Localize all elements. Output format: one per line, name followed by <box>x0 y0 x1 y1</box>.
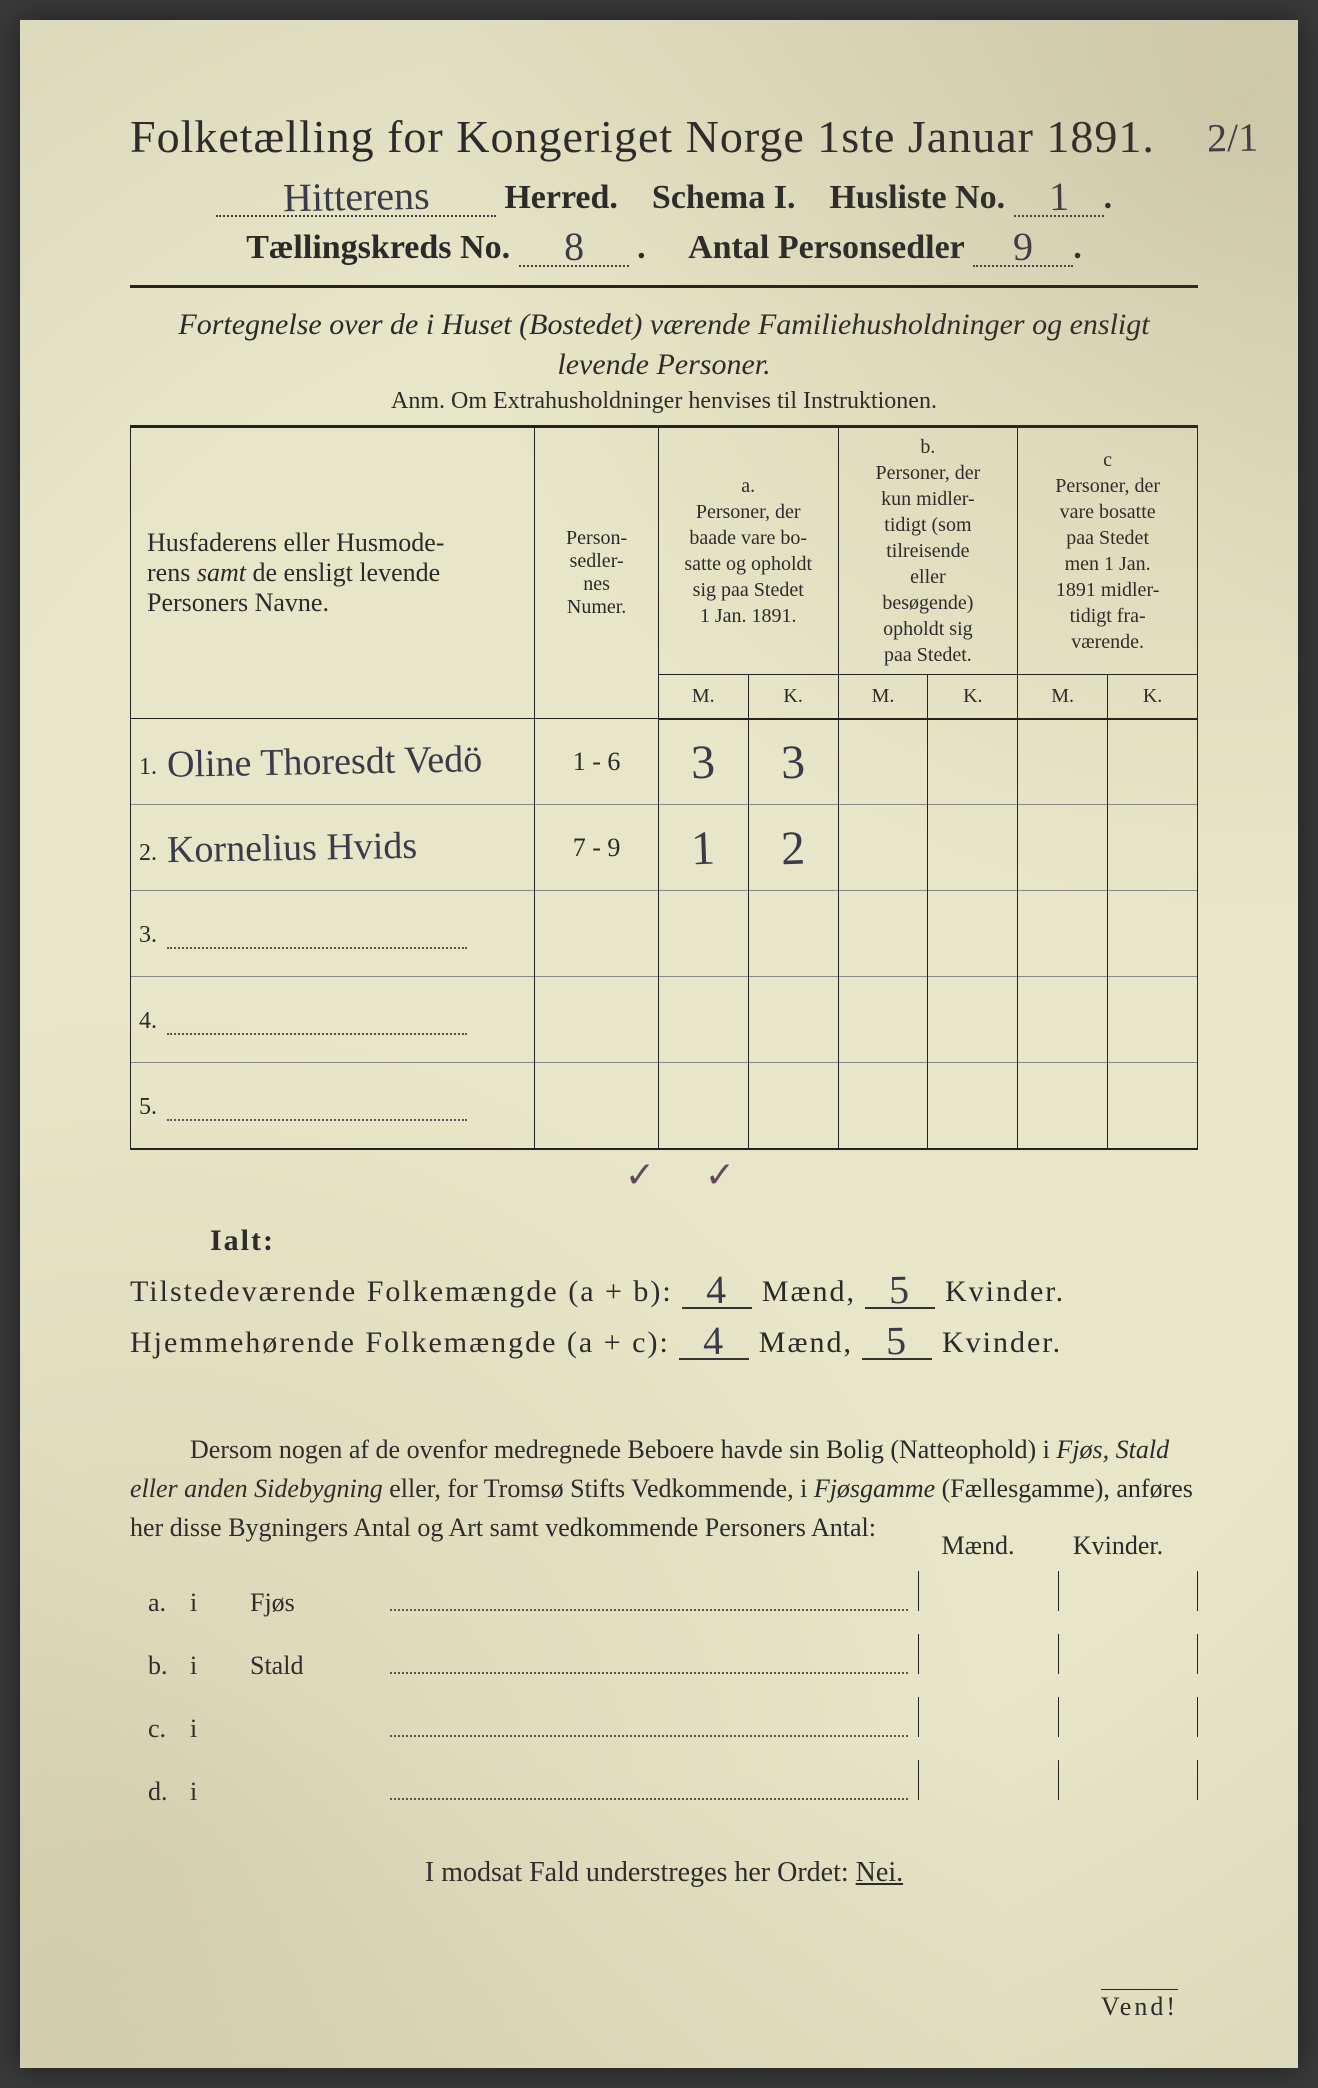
r2-k: 5 <box>886 1324 909 1356</box>
tick-k: ✓ <box>680 1154 760 1196</box>
hjemme-label: Hjemmehørende Folkemængde (a + c): <box>130 1326 670 1360</box>
tick-m: ✓ <box>600 1154 680 1196</box>
col-a-k: K. <box>748 675 838 719</box>
table-row: 1.Oline Thoresdt Vedö1 - 633 <box>131 719 1198 805</box>
col-a-header: a. Personer, derbaade vare bo-satte og o… <box>658 427 838 675</box>
r2-m: 4 <box>703 1324 726 1356</box>
table-row: 3. <box>131 891 1198 977</box>
kreds-value: 8 <box>563 231 584 263</box>
paragraph: Dersom nogen af de ovenfor medregnede Be… <box>130 1430 1198 1547</box>
kvinder-label-1: Kvinder. <box>945 1275 1065 1308</box>
header-line-3: Tællingskreds No. 8 . Antal Personsedler… <box>130 227 1198 267</box>
table-row: 2.Kornelius Hvids7 - 912 <box>131 805 1198 891</box>
col-c-k: K. <box>1108 675 1198 719</box>
census-form-page: 2/1 Folketælling for Kongeriget Norge 1s… <box>20 20 1298 2068</box>
building-row: c. i <box>130 1697 1198 1744</box>
schema-label: Schema I. <box>652 179 796 216</box>
main-table: Husfaderens eller Husmode-rens samt de e… <box>130 425 1198 1150</box>
subtitle-1: Fortegnelse over de i Huset (Bostedet) v… <box>130 308 1198 342</box>
col-numer-header: Person-sedler-nesNumer. <box>535 427 659 719</box>
antal-value: 9 <box>1013 231 1034 263</box>
buildings-block: Mænd.Kvinder. a. i Fjøs b. i Stald c. i … <box>130 1571 1198 1807</box>
col-b-header: b. Personer, derkun midler-tidigt (somti… <box>838 427 1018 675</box>
subtitle-2: levende Personer. <box>130 348 1198 382</box>
building-row: b. i Stald <box>130 1634 1198 1681</box>
herred-label: Herred. <box>504 179 618 216</box>
herred-value: Hitterens <box>282 180 429 215</box>
husliste-value: 1 <box>1048 181 1069 213</box>
kreds-label: Tællingskreds No. <box>246 229 510 266</box>
kvinder-label-2: Kvinder. <box>942 1326 1062 1359</box>
divider <box>130 285 1198 288</box>
col-names-header: Husfaderens eller Husmode-rens samt de e… <box>131 427 535 719</box>
corner-annotation: 2/1 <box>1207 110 1258 157</box>
maend-label-2: Mænd, <box>759 1326 853 1359</box>
antal-label: Antal Personsedler <box>688 229 965 266</box>
ialt-label: Ialt: <box>210 1224 1198 1258</box>
r1-m: 4 <box>706 1273 729 1305</box>
table-row: 5. <box>131 1063 1198 1149</box>
buildings-head: Mænd.Kvinder. <box>908 1531 1188 1561</box>
header-line-2: Hitterens Herred. Schema I. Husliste No.… <box>130 177 1198 217</box>
tilstedev-label: Tilstedeværende Folkemængde (a + b): <box>130 1275 673 1309</box>
col-a-m: M. <box>658 675 748 719</box>
r1-k: 5 <box>889 1273 912 1305</box>
husliste-label: Husliste No. <box>829 179 1005 216</box>
building-row: a. i Fjøs <box>130 1571 1198 1618</box>
main-title: Folketælling for Kongeriget Norge 1ste J… <box>130 110 1198 163</box>
col-c-m: M. <box>1018 675 1108 719</box>
totals-block: Ialt: Tilstedeværende Folkemængde (a + b… <box>130 1224 1198 1360</box>
maend-label-1: Mænd, <box>762 1275 856 1308</box>
table-row: 4. <box>131 977 1198 1063</box>
anm-note: Anm. Om Extrahusholdninger henvises til … <box>130 388 1198 415</box>
col-b-k: K. <box>928 675 1018 719</box>
col-b-m: M. <box>838 675 928 719</box>
nei-word: Nei. <box>856 1857 903 1888</box>
footer-line: I modsat Fald understreges her Ordet: Ne… <box>130 1857 1198 1889</box>
col-c-header: c Personer, dervare bosattepaa Stedetmen… <box>1018 427 1198 675</box>
building-row: d. i <box>130 1760 1198 1807</box>
vend-label: Vend! <box>1101 1989 1178 2022</box>
